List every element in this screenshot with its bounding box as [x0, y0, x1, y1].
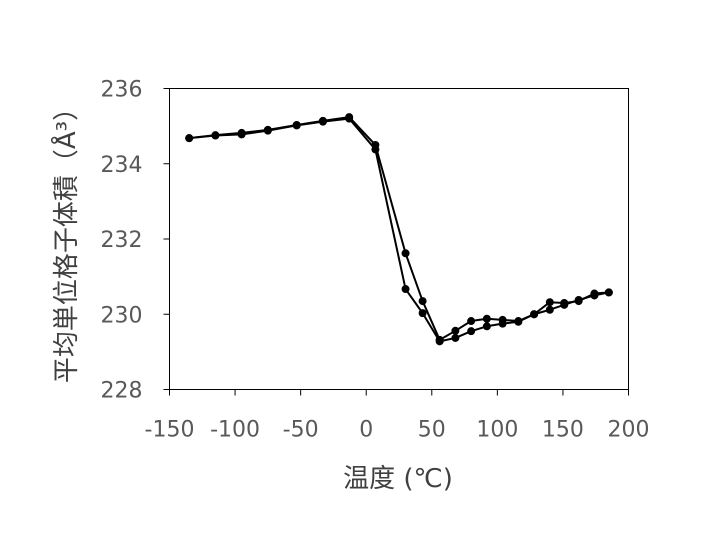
data-point [401, 285, 410, 294]
data-point [451, 333, 460, 342]
x-axis-title: 温度 (℃) [343, 464, 453, 494]
data-point [530, 310, 539, 319]
data-point [401, 249, 410, 258]
y-axis-title: 平均単位格子体積（Å³） [50, 95, 82, 383]
data-point [560, 300, 569, 309]
data-point [418, 309, 427, 318]
data-point [545, 298, 554, 307]
data-point [574, 295, 583, 304]
x-tick-label: -100 [210, 418, 260, 443]
data-point [211, 131, 220, 140]
data-point [185, 134, 194, 143]
data-point [498, 319, 507, 328]
y-tick-label: 228 [101, 379, 143, 404]
data-point [345, 114, 354, 123]
data-point [482, 314, 491, 323]
data-point [604, 288, 613, 297]
x-tick-label: -50 [283, 418, 319, 443]
y-tick-label: 230 [101, 303, 143, 328]
series-line [189, 116, 609, 341]
y-tick-label: 234 [101, 153, 143, 178]
data-point [590, 291, 599, 300]
x-tick-label: 100 [476, 418, 518, 443]
data-point [482, 322, 491, 331]
data-point [292, 121, 301, 130]
x-tick-label: 50 [418, 418, 446, 443]
x-tick-label: 0 [359, 418, 373, 443]
x-tick-label: 150 [542, 418, 584, 443]
data-point [545, 305, 554, 314]
series-2 [185, 114, 613, 346]
y-tick-label: 236 [101, 78, 143, 103]
data-point [514, 317, 523, 326]
data-point [467, 317, 476, 326]
series-line [189, 117, 610, 343]
x-tick-label: -150 [145, 418, 195, 443]
data-point [435, 337, 444, 346]
data-point [318, 117, 327, 126]
y-axis-ticks: 228 230 232 234 236 [101, 78, 170, 404]
data-point [371, 145, 380, 154]
x-tick-label: 200 [608, 418, 650, 443]
data-point [237, 130, 246, 139]
data-point [467, 327, 476, 336]
y-tick-label: 232 [101, 228, 143, 253]
data-point [418, 297, 427, 306]
data-point [451, 326, 460, 335]
data-point [263, 126, 272, 135]
series-group [185, 113, 613, 346]
x-axis-ticks: -150 -100 -50 0 50 100 150 200 [145, 389, 650, 443]
